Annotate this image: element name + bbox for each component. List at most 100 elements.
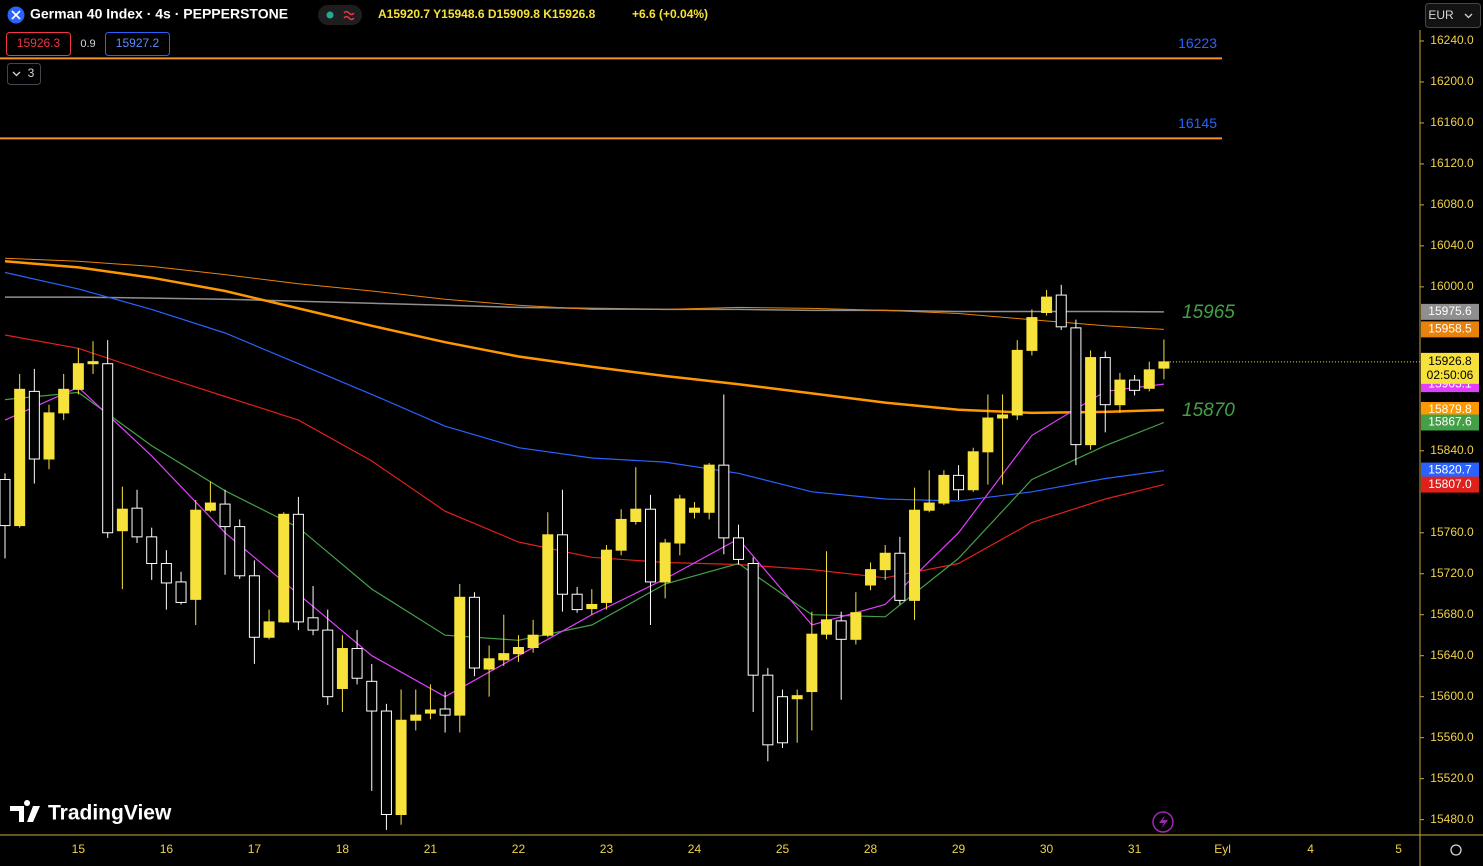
candle-body: [483, 658, 495, 670]
candle-body: [219, 503, 231, 528]
candle-body: [454, 596, 466, 716]
candle-body: [116, 508, 128, 532]
candle-body: [424, 709, 436, 714]
candle-body: [439, 708, 451, 716]
candle-body: [806, 633, 818, 693]
x-tick-label: 31: [1128, 842, 1142, 856]
candle-body: [248, 575, 260, 638]
chevron-icon: [12, 71, 21, 77]
last-price-label: 15926.8: [1428, 354, 1472, 368]
candle-body: [87, 361, 99, 365]
candle-body: [938, 474, 950, 504]
candle-body: [850, 612, 862, 640]
candle-body: [410, 714, 422, 721]
candle-body: [821, 619, 833, 635]
y-tick-label: 16040.0: [1430, 238, 1474, 252]
x-tick-label: 29: [952, 842, 966, 856]
x-tick-label: 25: [776, 842, 790, 856]
candle-body: [102, 363, 114, 534]
y-tick-label: 15840.0: [1430, 443, 1474, 457]
candle-body: [703, 464, 715, 513]
y-tick-label: 15760.0: [1430, 525, 1474, 539]
plot-area: 16223 16145: [0, 35, 1420, 830]
candle-body: [953, 474, 965, 491]
candle-body: [1041, 296, 1053, 313]
candle-body: [278, 513, 290, 623]
candle-body: [234, 526, 246, 577]
x-tick-label: 16: [160, 842, 174, 856]
price-level-label: 16145: [1178, 115, 1217, 131]
y-tick-label: 16120.0: [1430, 156, 1474, 170]
sell-button[interactable]: [6, 32, 71, 56]
candle-body: [43, 412, 55, 460]
candle-body: [351, 648, 363, 679]
indicators-toggle[interactable]: [7, 63, 41, 85]
y-tick-label: 15720.0: [1430, 566, 1474, 580]
x-tick-label: 15: [72, 842, 86, 856]
bid-price: 15926.3: [17, 36, 61, 50]
candle-body: [586, 603, 598, 610]
axis-value-label: 15807.0: [1428, 477, 1472, 491]
candle-body: [0, 478, 11, 527]
axis-value-label: 15975.6: [1428, 304, 1472, 318]
y-tick-label: 15600.0: [1430, 689, 1474, 703]
annotation: 15870: [1182, 400, 1235, 421]
candle-body: [879, 552, 891, 571]
y-tick-label: 16000.0: [1430, 279, 1474, 293]
candle-body: [659, 542, 671, 583]
candle-body: [556, 534, 568, 595]
candle-body: [395, 719, 407, 816]
candle-body: [688, 507, 700, 513]
y-tick-label: 15640.0: [1430, 648, 1474, 662]
settings-button[interactable]: [1450, 844, 1462, 856]
candle-body: [512, 647, 524, 655]
spread: 0.9: [80, 38, 95, 50]
currency: EUR: [1428, 8, 1454, 22]
candle-body: [292, 513, 304, 623]
buy-button[interactable]: [105, 32, 170, 56]
candle-body: [468, 596, 480, 669]
price-change: +6.6 (+0.04%): [632, 7, 708, 21]
candle-body: [58, 388, 70, 414]
y-tick-label: 16080.0: [1430, 197, 1474, 211]
candle-body: [718, 464, 730, 539]
candle-body: [747, 562, 759, 676]
x-tick-label: 23: [600, 842, 614, 856]
x-tick-label: 24: [688, 842, 702, 856]
y-tick-label: 15560.0: [1430, 730, 1474, 744]
x-tick-label: 5: [1395, 842, 1402, 856]
moving-average-line: [4, 260, 1164, 415]
brand-logo: [10, 800, 40, 822]
lightning-icon: [1159, 815, 1168, 829]
currency-selector[interactable]: [1425, 3, 1481, 28]
annotation: 15965: [1182, 302, 1235, 323]
bar-countdown: 02:50:06: [1427, 368, 1474, 382]
price-level-label: 16223: [1178, 35, 1217, 51]
axis-value-box: [1421, 321, 1479, 338]
x-tick-label: 4: [1307, 842, 1314, 856]
ohlc-values: A15920.7 Y15948.6 D15909.8 K15926.8: [378, 7, 596, 21]
last-price-box: [1421, 352, 1479, 384]
moving-average-line: [4, 334, 1165, 579]
status-pill[interactable]: [318, 5, 362, 25]
y-tick-label: 15520.0: [1430, 771, 1474, 785]
alert-button[interactable]: [1152, 811, 1174, 833]
x-tick-label: Eyl: [1214, 842, 1231, 856]
candle-body: [615, 518, 627, 551]
candle-body: [28, 390, 40, 460]
market-open-dot: [326, 11, 334, 19]
candle-body: [644, 508, 656, 583]
candle-body: [1085, 357, 1097, 446]
moving-average-line: [5, 296, 1164, 313]
axis-value-label: 15820.7: [1428, 463, 1472, 477]
ask-price: 15927.2: [116, 36, 160, 50]
candle-body: [527, 634, 539, 649]
candle-body: [322, 629, 334, 698]
y-tick-label: 16240.0: [1430, 33, 1474, 47]
candle-body: [1070, 327, 1082, 446]
axis-value-box: [1421, 303, 1479, 320]
candle-body: [204, 502, 216, 511]
candle-body: [131, 507, 143, 538]
candle-body: [190, 509, 202, 600]
